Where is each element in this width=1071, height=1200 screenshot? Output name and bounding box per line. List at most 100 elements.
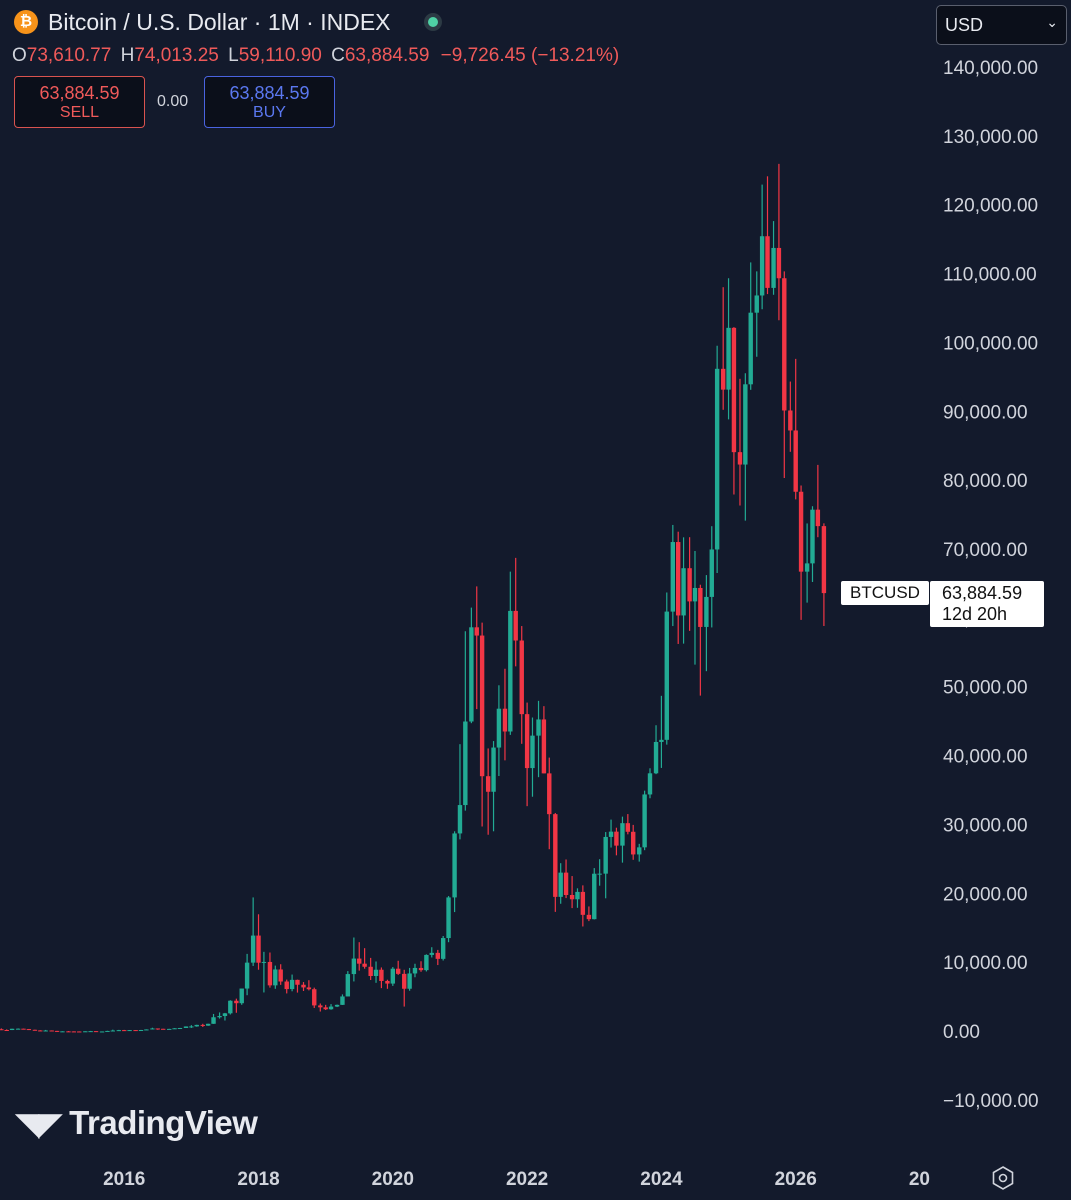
candle-body: [312, 989, 317, 1006]
candle-body: [530, 735, 535, 769]
candle-body: [748, 312, 753, 385]
candle-body: [49, 1030, 54, 1032]
change-value: −9,726.45 (−13.21%): [440, 45, 620, 66]
y-tick-label: 140,000.00: [943, 58, 1038, 79]
y-tick-label: 130,000.00: [943, 127, 1038, 148]
candle-body: [541, 719, 547, 774]
candle-body: [765, 236, 770, 288]
candle-body: [424, 954, 429, 971]
currency-select[interactable]: USD ⌄: [936, 5, 1067, 45]
candle-body: [340, 996, 345, 1005]
candle-body: [362, 963, 367, 967]
settings-icon[interactable]: [992, 1166, 1014, 1190]
high-value: 74,013.25: [134, 45, 219, 66]
candle-body: [670, 542, 676, 612]
candle-body: [289, 979, 295, 990]
candle-body: [553, 814, 558, 897]
buy-button[interactable]: 63,884.59 BUY: [204, 76, 335, 128]
candle-body: [402, 973, 407, 989]
sell-label: SELL: [59, 104, 100, 121]
candle-body: [821, 526, 827, 594]
x-tick-label: 2020: [372, 1169, 414, 1190]
candle-body: [43, 1030, 48, 1032]
candle-body: [457, 805, 463, 834]
close-key: C: [331, 45, 345, 66]
symbol-tag: BTCUSD: [841, 581, 929, 606]
candle-body: [659, 739, 664, 742]
candle-body: [150, 1028, 155, 1030]
candle-body: [776, 247, 782, 279]
candle-body: [110, 1030, 116, 1032]
candle-body: [26, 1029, 32, 1031]
candle-body: [177, 1027, 183, 1029]
y-tick-label: 100,000.00: [943, 333, 1038, 354]
candle-body: [759, 236, 765, 296]
bar-countdown: 12d 20h: [942, 604, 1008, 625]
candle-body: [71, 1031, 77, 1033]
candle-body: [172, 1028, 177, 1030]
candle-body: [88, 1031, 93, 1033]
x-tick-label: 2026: [775, 1169, 817, 1190]
candle-body: [77, 1031, 82, 1033]
candle-body: [144, 1029, 149, 1031]
spread: 0.00: [157, 93, 189, 110]
candle-body: [726, 327, 731, 390]
candle-body: [21, 1028, 26, 1030]
candle-body: [429, 952, 434, 955]
ohlc-legend: O73,610.77 H74,013.25 L59,110.90 C63,884…: [12, 45, 619, 67]
candle-body: [351, 958, 357, 975]
sell-price: 63,884.59: [39, 83, 120, 103]
candle-body: [580, 891, 586, 915]
candle-body: [637, 847, 642, 855]
y-tick-label: 70,000.00: [943, 540, 1028, 561]
candle-body: [474, 627, 479, 636]
candle-body: [189, 1026, 194, 1028]
y-tick-label: 90,000.00: [943, 402, 1028, 423]
candle-body: [38, 1030, 43, 1032]
candle-body: [485, 776, 491, 792]
candle-body: [234, 1000, 239, 1004]
brand-name: TradingView: [69, 1104, 258, 1141]
candle-body: [731, 327, 737, 453]
candle-body: [418, 967, 424, 971]
candle-body: [743, 384, 748, 465]
axes: −10,000.00 0.00 10,000.00 20,000.00 30,000.0…: [103, 58, 1039, 1190]
candle-body: [385, 980, 390, 984]
open-value: 73,610.77: [26, 45, 112, 66]
candle-body: [228, 1000, 233, 1014]
low-value: 59,110.90: [238, 45, 322, 66]
candle-body: [692, 587, 698, 602]
y-tick-label: 120,000.00: [943, 196, 1038, 217]
candle-body: [810, 509, 815, 564]
close-value: 63,884.59: [344, 45, 430, 66]
y-tick-label: 20,000.00: [943, 884, 1028, 905]
candle-body: [200, 1024, 205, 1026]
logo-mark: ◥◤: [16, 1108, 62, 1141]
last-price: 63,884.59: [942, 583, 1023, 604]
plot-area: [0, 163, 827, 1033]
symbol-title[interactable]: Bitcoin / U.S. Dollar · 1M · INDEX: [48, 9, 391, 35]
candle-body: [395, 968, 401, 974]
candle-body: [284, 981, 289, 990]
candle-body: [15, 1028, 21, 1030]
candle-body: [519, 640, 524, 715]
candle-body: [357, 958, 362, 964]
candle-body: [435, 952, 441, 959]
candle-body: [771, 247, 776, 288]
candle-body: [205, 1023, 211, 1026]
candle-body: [709, 549, 714, 597]
y-tick-label: 110,000.00: [943, 265, 1037, 286]
candle-body: [116, 1030, 122, 1032]
brand-logo: ◥◤ TradingView: [16, 1104, 258, 1142]
candle-body: [239, 988, 244, 1004]
candle-body: [99, 1031, 105, 1033]
candle-body: [642, 794, 647, 848]
status-dot: [424, 13, 442, 31]
sell-button[interactable]: 63,884.59 SELL: [14, 76, 145, 128]
y-tick-label: −10,000.00: [943, 1091, 1039, 1112]
candle-body: [407, 973, 412, 989]
candle-body: [122, 1030, 127, 1032]
candle-body: [160, 1028, 166, 1030]
candle-body: [4, 1029, 9, 1031]
candle-body: [563, 872, 569, 896]
